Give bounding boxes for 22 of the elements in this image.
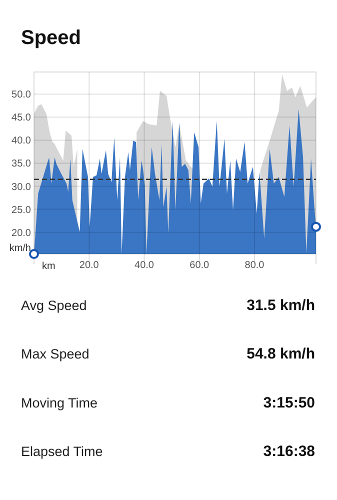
y-tick-label: 25.0 [12,204,32,216]
x-tick-label: 20.0 [79,260,100,271]
y-axis-title: km/h [9,243,31,254]
y-tick-label: 50.0 [12,90,32,101]
x-tick-label: 60.0 [190,260,210,271]
x-axis-title: km [42,261,56,272]
text: 31.5 km/h [246,297,315,314]
text: 3:16:38 [263,443,315,460]
category-label: Moving Time [21,395,98,410]
text: 54.8 km/h [246,346,315,363]
y-tick-label: 40.0 [12,136,32,147]
category-label: Avg Speed [21,298,87,313]
y-tick-label: 30.0 [12,182,32,193]
y-tick-label: 45.0 [12,112,32,124]
category-label: Elapsed Time [21,444,103,460]
chart-title: Speed [21,27,82,49]
text: 3:15:50 [263,394,315,412]
x-tick-label: 80.0 [244,260,265,271]
x-tick-label: 40.0 [134,260,154,271]
y-tick-label: 35.0 [12,158,32,170]
category-label: Max Speed [21,346,90,362]
y-tick-label: 20.0 [12,228,32,239]
